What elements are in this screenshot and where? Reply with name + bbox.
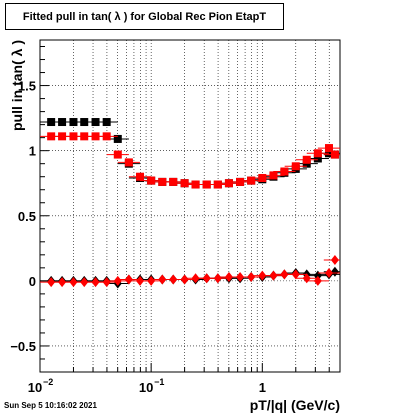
data-point [180, 179, 189, 188]
data-point [224, 271, 233, 282]
data-point [102, 277, 111, 288]
data-point [313, 275, 322, 286]
data-point [202, 273, 211, 284]
data-point [291, 269, 300, 280]
data-point [58, 118, 67, 127]
x-tick-label: 10 [139, 380, 153, 395]
data-point [91, 132, 100, 141]
x-tick-exponent: −2 [43, 377, 53, 387]
data-point [247, 271, 256, 282]
data-point [113, 150, 122, 159]
data-point [113, 134, 122, 143]
x-tick-label: 10 [28, 380, 42, 395]
data-point [324, 149, 333, 158]
data-point [213, 273, 222, 284]
data-point [58, 132, 67, 141]
data-point [136, 275, 145, 286]
x-axis-label: pT/|q| (GeV/c) [250, 397, 340, 413]
data-point [291, 162, 300, 171]
data-point [313, 154, 322, 163]
data-point [302, 155, 311, 164]
data-point [80, 132, 89, 141]
data-point [147, 176, 156, 185]
data-point [124, 158, 133, 167]
data-point [91, 118, 100, 127]
y-tick-label: 1 [29, 144, 36, 159]
data-point [191, 273, 200, 284]
chart-title: Fitted pull in tan( λ ) for Global Rec P… [5, 3, 284, 30]
data-point [213, 180, 222, 189]
data-point [330, 266, 339, 277]
data-point [313, 149, 322, 158]
data-point [180, 274, 189, 285]
data-point [258, 174, 267, 183]
y-tick-label: −0.5 [10, 339, 36, 354]
y-tick-label: 0 [29, 274, 36, 289]
data-point [269, 171, 278, 180]
data-point [247, 176, 256, 185]
data-point [324, 144, 333, 153]
data-point [169, 274, 178, 285]
data-point [324, 268, 333, 279]
data-point [102, 118, 111, 127]
plot-frame [39, 39, 341, 373]
y-tick-label: 0.5 [18, 209, 36, 224]
data-point [269, 270, 278, 281]
data-point [102, 132, 111, 141]
data-point [124, 274, 133, 285]
data-point [169, 177, 178, 186]
data-point [113, 275, 122, 286]
y-tick-label: 1.5 [18, 79, 36, 94]
data-point [136, 172, 145, 181]
data-point [224, 179, 233, 188]
data-point [280, 269, 289, 280]
data-point [330, 255, 339, 266]
data-point [147, 275, 156, 286]
data-point [280, 167, 289, 176]
data-point [258, 270, 267, 281]
data-point [91, 277, 100, 288]
data-point [191, 180, 200, 189]
datestamp: Sun Sep 5 10:16:02 2021 [4, 401, 97, 410]
data-point [330, 150, 339, 159]
y-axis-label: pull in tan( λ ) [9, 40, 25, 131]
x-tick-exponent: −1 [154, 377, 164, 387]
x-tick-label: 1 [259, 380, 266, 395]
data-point [202, 180, 211, 189]
data-point [236, 177, 245, 186]
data-point [80, 277, 89, 288]
data-point [58, 277, 67, 288]
data-point [80, 118, 89, 127]
